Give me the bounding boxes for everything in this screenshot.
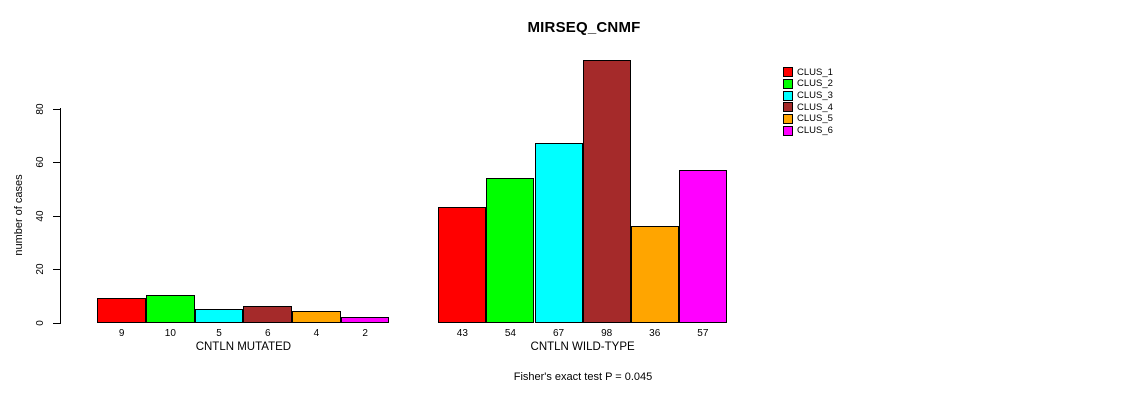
legend-label: CLUS_1 bbox=[797, 66, 833, 78]
legend-swatch-clus_1 bbox=[783, 67, 793, 78]
y-axis-tick-label: 80 bbox=[35, 102, 46, 115]
legend-label: CLUS_6 bbox=[797, 125, 833, 137]
legend-swatch-clus_6 bbox=[783, 125, 793, 136]
y-axis-tick bbox=[53, 109, 61, 110]
legend-label: CLUS_5 bbox=[797, 113, 833, 125]
legend-item: CLUS_6 bbox=[783, 125, 833, 136]
x-axis-group-label: CNTLN WILD-TYPE bbox=[530, 340, 635, 353]
bar-clus_2-wildtype bbox=[486, 177, 535, 323]
bar-clus_4-mutated bbox=[243, 305, 293, 323]
bar-clus_1-mutated bbox=[97, 297, 146, 323]
bar-value-label: 67 bbox=[552, 327, 565, 339]
bar-clus_5-wildtype bbox=[630, 225, 679, 323]
legend-swatch-clus_3 bbox=[783, 90, 793, 101]
y-axis-label: number of cases bbox=[13, 174, 25, 256]
bar-value-label: 36 bbox=[649, 327, 661, 339]
y-axis-tick-label: 40 bbox=[35, 209, 46, 222]
legend-swatch-clus_2 bbox=[783, 78, 793, 89]
bar-clus_3-wildtype bbox=[534, 142, 583, 323]
bar-value-label: 5 bbox=[216, 327, 222, 339]
legend-item: CLUS_3 bbox=[783, 90, 833, 101]
bar-clus_6-wildtype bbox=[678, 169, 727, 323]
fisher-test-annotation: Fisher's exact test P = 0.045 bbox=[513, 371, 653, 383]
bar-value-label: 57 bbox=[697, 327, 709, 339]
bar-value-label: 4 bbox=[313, 327, 320, 339]
bar-value-label: 6 bbox=[264, 327, 271, 339]
y-axis-line bbox=[60, 108, 61, 323]
legend-label: CLUS_3 bbox=[797, 90, 833, 102]
bar-clus_4-wildtype bbox=[582, 59, 631, 323]
legend-label: CLUS_2 bbox=[797, 78, 833, 90]
bar-value-label: 54 bbox=[504, 327, 516, 339]
legend-item: CLUS_1 bbox=[783, 67, 833, 78]
y-axis-tick-label: 20 bbox=[35, 263, 46, 275]
legend-item: CLUS_4 bbox=[783, 102, 833, 113]
legend-label: CLUS_4 bbox=[797, 101, 833, 113]
bar-value-label: 43 bbox=[456, 327, 468, 339]
bar-clus_6-mutated bbox=[340, 316, 390, 323]
legend-item: CLUS_2 bbox=[783, 78, 833, 89]
y-axis-tick-label: 0 bbox=[35, 319, 46, 326]
bar-clus_3-mutated bbox=[194, 308, 244, 323]
chart-title: MIRSEQ_CNMF bbox=[527, 19, 641, 36]
bar-value-label: 98 bbox=[601, 327, 613, 339]
y-axis-tick bbox=[53, 162, 61, 163]
bar-value-label: 9 bbox=[118, 327, 125, 339]
y-axis-tick bbox=[53, 269, 61, 270]
y-axis-tick-label: 60 bbox=[35, 156, 46, 168]
legend-swatch-clus_4 bbox=[783, 102, 793, 113]
legend-swatch-clus_5 bbox=[783, 113, 793, 124]
bar-clus_1-wildtype bbox=[438, 206, 487, 323]
x-axis-group-label: CNTLN MUTATED bbox=[195, 340, 292, 353]
bar-value-label: 2 bbox=[362, 327, 368, 339]
y-axis-tick bbox=[53, 216, 61, 217]
y-axis-tick bbox=[53, 323, 61, 324]
bar-clus_2-mutated bbox=[146, 295, 195, 323]
bar-clus_5-mutated bbox=[292, 311, 341, 323]
bar-value-label: 10 bbox=[164, 327, 176, 339]
legend-item: CLUS_5 bbox=[783, 113, 833, 124]
